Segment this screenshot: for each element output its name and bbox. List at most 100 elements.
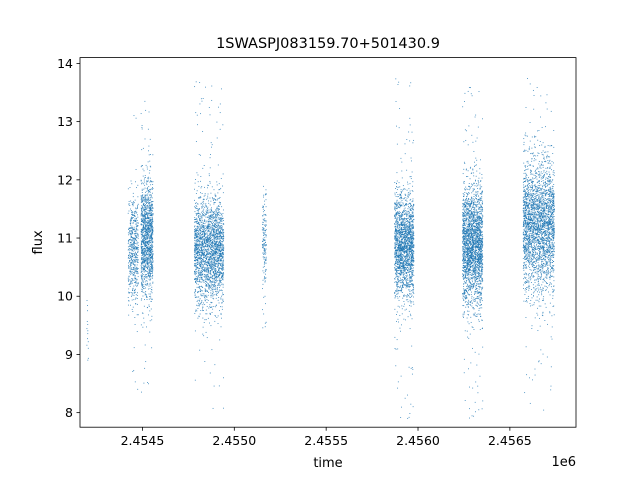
data-point (210, 154, 211, 155)
data-point (151, 292, 153, 294)
data-point (147, 249, 149, 251)
data-point (144, 299, 145, 301)
data-point (214, 284, 215, 285)
data-point (147, 204, 149, 206)
data-point (203, 250, 205, 252)
data-point (149, 199, 151, 201)
data-point (140, 197, 142, 199)
data-point (205, 274, 207, 276)
data-point (196, 310, 198, 312)
data-point (137, 225, 138, 227)
data-point (149, 213, 151, 215)
data-point (141, 245, 143, 247)
data-point (144, 268, 146, 270)
data-point (194, 279, 196, 280)
data-point (264, 230, 266, 232)
data-point (218, 212, 220, 214)
data-point (145, 213, 147, 215)
data-point (137, 259, 139, 261)
data-point (144, 196, 146, 197)
data-point (212, 226, 214, 228)
data-point (199, 216, 201, 218)
data-point (199, 254, 201, 256)
data-point (219, 272, 221, 274)
data-point (411, 268, 412, 270)
data-point (151, 181, 153, 183)
data-point (147, 225, 149, 227)
data-point (399, 274, 401, 276)
data-point (220, 221, 222, 222)
data-point (148, 265, 150, 267)
data-point (145, 234, 147, 236)
data-point (201, 285, 202, 287)
data-point (210, 247, 212, 249)
data-point (135, 277, 137, 279)
data-point (143, 218, 145, 220)
data-point (133, 244, 135, 246)
data-point (133, 259, 135, 261)
data-point (399, 214, 401, 216)
data-point (211, 256, 213, 258)
data-point (202, 280, 204, 282)
data-point (399, 226, 401, 228)
data-point (217, 238, 219, 240)
data-point (197, 124, 199, 126)
data-point (196, 114, 198, 116)
data-point (217, 246, 219, 248)
data-point (140, 263, 142, 265)
data-point (211, 186, 213, 188)
data-point (214, 231, 216, 233)
data-point (145, 109, 147, 111)
data-point (407, 231, 409, 232)
data-point (395, 268, 397, 270)
data-point (128, 229, 129, 230)
data-point (201, 231, 203, 233)
data-point (217, 274, 219, 276)
data-point (410, 237, 412, 239)
data-point (133, 273, 135, 275)
data-point (195, 264, 197, 266)
data-point (140, 234, 142, 236)
data-point (135, 271, 137, 272)
data-point (149, 257, 151, 259)
data-point (148, 240, 150, 242)
data-point (206, 278, 208, 280)
data-point (134, 289, 136, 291)
data-point (145, 225, 147, 227)
data-point (132, 246, 133, 248)
data-point (212, 271, 214, 273)
data-point (217, 271, 219, 273)
data-point (196, 239, 198, 241)
data-point (215, 246, 217, 248)
data-point (209, 312, 211, 314)
data-point (210, 283, 212, 285)
data-point (409, 208, 411, 210)
data-point (140, 268, 142, 270)
data-point (207, 184, 209, 186)
data-point (144, 344, 146, 346)
data-point (132, 214, 134, 216)
data-point (147, 247, 149, 249)
data-point (400, 231, 401, 233)
data-point (217, 323, 219, 325)
data-point (130, 280, 132, 282)
data-point (196, 286, 198, 288)
data-point (136, 246, 138, 248)
data-point (216, 236, 218, 238)
data-point (142, 280, 144, 282)
data-point (209, 241, 211, 243)
data-point (194, 244, 196, 246)
data-point (223, 229, 225, 231)
data-point (220, 283, 222, 285)
data-point (197, 255, 199, 256)
data-point (215, 220, 217, 222)
data-point (222, 262, 224, 264)
data-point (147, 215, 148, 217)
data-point (220, 289, 222, 291)
data-point (400, 277, 402, 279)
data-point (215, 253, 217, 255)
data-point (134, 265, 136, 267)
data-point (151, 229, 153, 231)
data-point (206, 211, 208, 213)
data-point (220, 254, 222, 256)
